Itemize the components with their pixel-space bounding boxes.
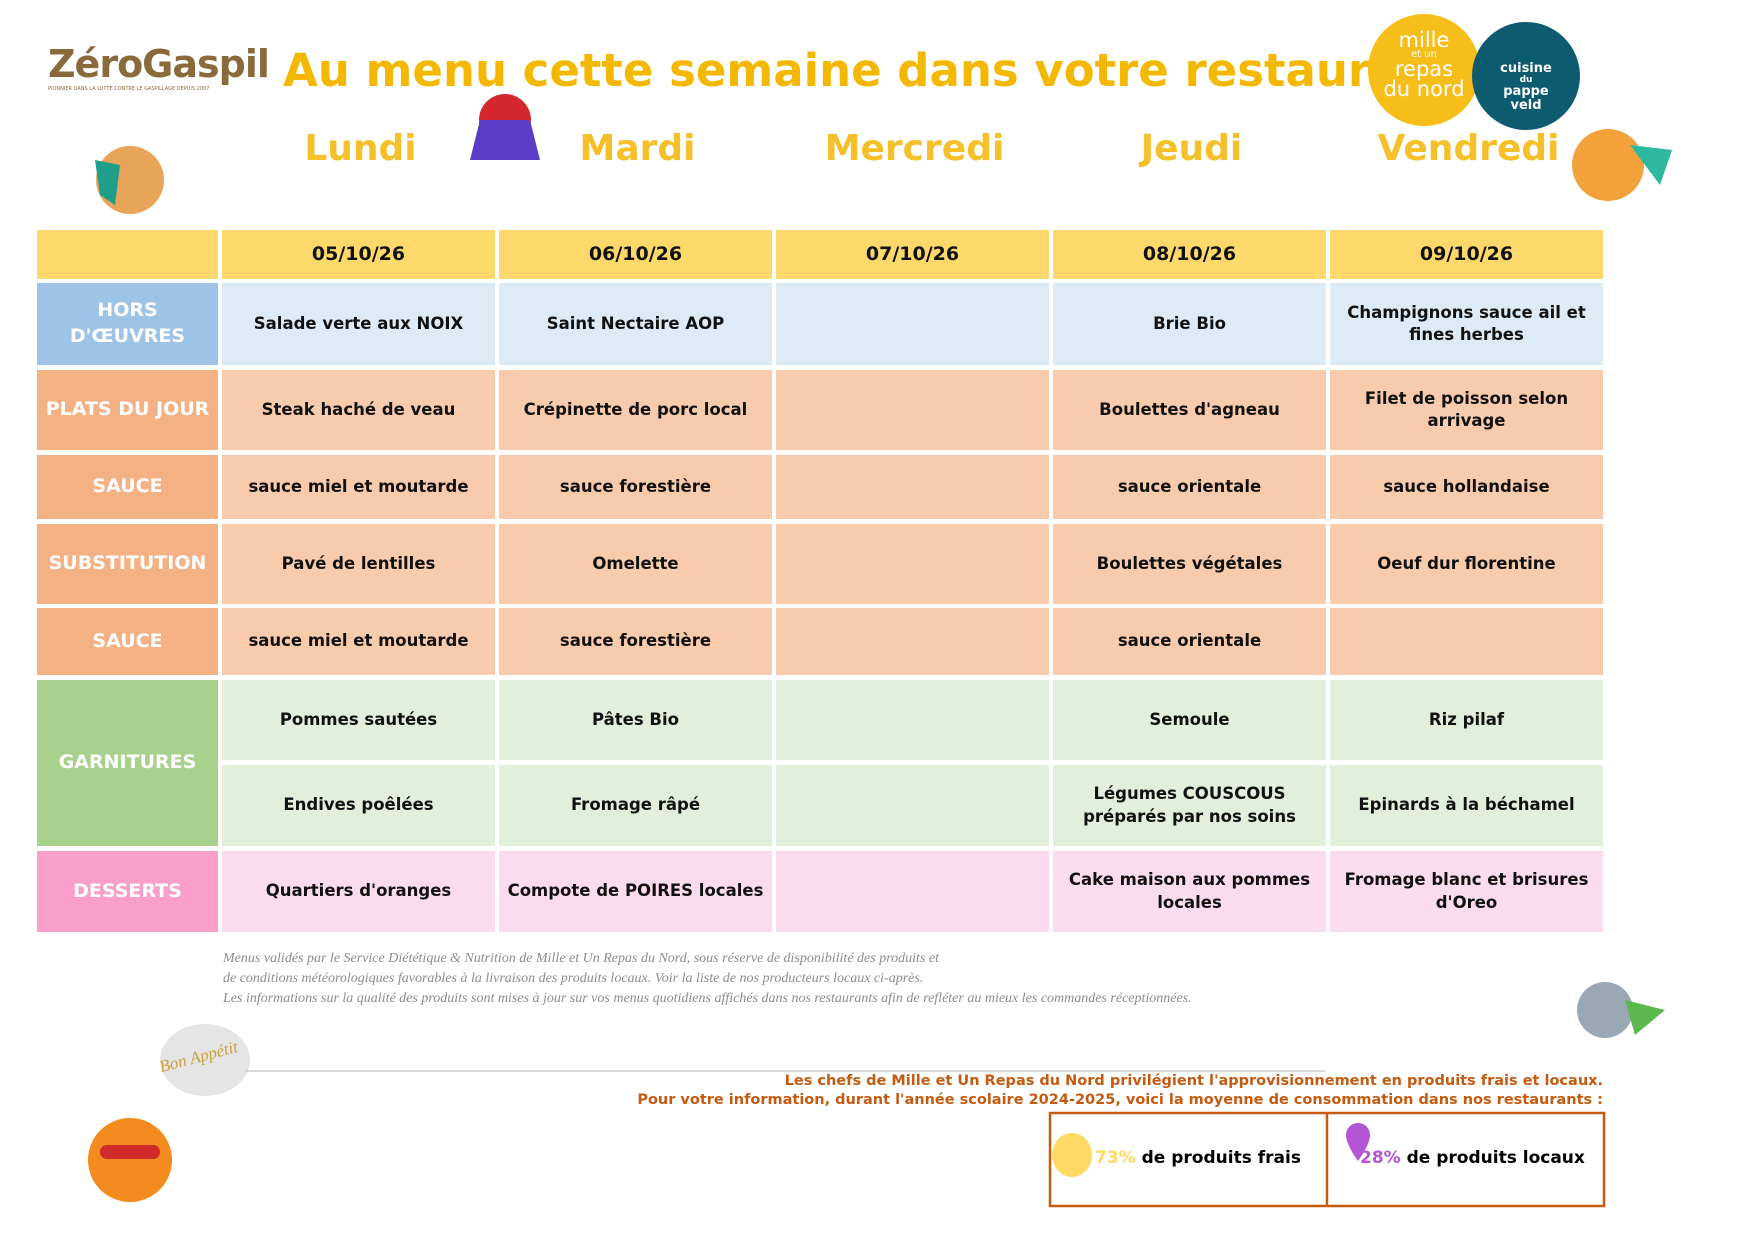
date: 08/10/26: [1053, 230, 1326, 279]
header-cell: [37, 230, 218, 279]
menu-cell: Boulettes végétales: [1053, 524, 1326, 604]
menu-cell: Boulettes d'agneau: [1053, 370, 1326, 450]
row-label: SAUCE: [37, 455, 218, 519]
menu-cell: sauce hollandaise: [1330, 455, 1603, 519]
menu-cell: [776, 283, 1049, 365]
date: 07/10/26: [776, 230, 1049, 279]
menu-cell: Endives poêlées: [222, 765, 495, 846]
stat: 73% de produits frais: [1095, 1148, 1301, 1168]
mascot-shield: [95, 160, 120, 205]
menu-cell: Fromage blanc et brisures d'Oreo: [1330, 851, 1603, 932]
logo-text: cuisine: [1500, 61, 1552, 76]
footnote: Menus validés par le Service Diététique …: [223, 951, 939, 966]
mascot-cape: [1630, 145, 1672, 185]
menu-cell: [776, 851, 1049, 932]
stat-value: 73%: [1095, 1148, 1136, 1168]
row-label: SUBSTITUTION: [37, 524, 218, 604]
menu-cell: [1330, 608, 1603, 675]
mascot-cape: [1625, 1000, 1665, 1035]
menu-cell: Pavé de lentilles: [222, 524, 495, 604]
menu-cell: [776, 680, 1049, 760]
mascot: [1577, 982, 1633, 1038]
stat-label: de produits locaux: [1406, 1148, 1585, 1168]
day-name: Lundi: [304, 128, 417, 169]
menu-cell: sauce orientale: [1053, 608, 1326, 675]
menu-cell: Saint Nectaire AOP: [499, 283, 772, 365]
day-name: Jeudi: [1140, 128, 1243, 169]
date: 09/10/26: [1330, 230, 1603, 279]
menu-cell: Légumes COUSCOUS préparés par nos soins: [1053, 765, 1326, 846]
footnote: de conditions météorologiques favorables…: [223, 971, 924, 986]
menu-cell: Cake maison aux pommes locales: [1053, 851, 1326, 932]
stat-value: 28%: [1360, 1148, 1401, 1168]
logo-text: du nord: [1383, 77, 1465, 101]
brand-logo: ZéroGaspil PIONNIER DANS LA LUTTE CONTRE…: [48, 42, 270, 92]
menu-cell: Epinards à la béchamel: [1330, 765, 1603, 846]
mascot: [88, 1118, 172, 1202]
menu-cell: sauce orientale: [1053, 455, 1326, 519]
menu-cell: Filet de poisson selon arrivage: [1330, 370, 1603, 450]
sourcing-note: Les chefs de Mille et Un Repas du Nord p…: [784, 1073, 1603, 1089]
menu-cell: Quartiers d'oranges: [222, 851, 495, 932]
logo-text: et un: [1411, 49, 1437, 60]
menu-cell: [776, 524, 1049, 604]
menu-cell: [776, 370, 1049, 450]
logo-text: du: [1519, 75, 1533, 85]
row-label: HORS D'ŒUVRES: [37, 283, 218, 365]
date: 05/10/26: [222, 230, 495, 279]
logo-text: repas: [1394, 57, 1454, 81]
logo-text: veld: [1510, 98, 1542, 113]
menu-cell: Semoule: [1053, 680, 1326, 760]
cloud: [160, 1024, 250, 1096]
menu-cell: Brie Bio: [1053, 283, 1326, 365]
day-name: Mardi: [579, 128, 696, 169]
menu-cell: [776, 608, 1049, 675]
brand: ZéroGaspil: [48, 42, 270, 86]
logo-text: pappe: [1503, 84, 1549, 99]
menu-cell: sauce forestière: [499, 455, 772, 519]
apple-icon: [1052, 1133, 1092, 1177]
menu-cell: [776, 765, 1049, 846]
menu-cell: sauce miel et moutarde: [222, 608, 495, 675]
stat: 28% de produits locaux: [1360, 1148, 1585, 1168]
day-name: Vendredi: [1377, 128, 1560, 169]
menu-cell: Steak haché de veau: [222, 370, 495, 450]
menu-cell: Omelette: [499, 524, 772, 604]
menu-cell: Crépinette de porc local: [499, 370, 772, 450]
day-name: Mercredi: [824, 128, 1005, 169]
logo-mille: mille et un repas du nord: [1368, 14, 1480, 126]
menu-cell: Salade verte aux NOIX: [222, 283, 495, 365]
menu-cell: sauce miel et moutarde: [222, 455, 495, 519]
mascot-mask: [100, 1145, 160, 1159]
date: 06/10/26: [499, 230, 772, 279]
pin-icon: [1346, 1123, 1370, 1161]
menu-cell: Pâtes Bio: [499, 680, 772, 760]
menu-cell: Champignons sauce ail et fines herbes: [1330, 283, 1603, 365]
menu-cell: Fromage râpé: [499, 765, 772, 846]
row-label: GARNITURES: [37, 680, 218, 846]
mascot: [1572, 129, 1644, 201]
stat-label: de produits frais: [1141, 1148, 1301, 1168]
mascot-cape: [470, 120, 540, 160]
menu-cell: [776, 455, 1049, 519]
sourcing-note: Pour votre information, durant l'année s…: [637, 1092, 1603, 1108]
menu-cell: sauce forestière: [499, 608, 772, 675]
row-label: DESSERTS: [37, 851, 218, 932]
row-label: SAUCE: [37, 608, 218, 675]
menu-cell: Compote de POIRES locales: [499, 851, 772, 932]
row-label: PLATS DU JOUR: [37, 370, 218, 450]
logo-text: mille: [1398, 28, 1450, 52]
menu-cell: Pommes sautées: [222, 680, 495, 760]
logo-pappe: cuisine du pappe veld: [1472, 22, 1580, 130]
footnote: Les informations sur la qualité des prod…: [223, 991, 1192, 1006]
brand-tagline: PIONNIER DANS LA LUTTE CONTRE LE GASPILL…: [48, 86, 210, 92]
title: Au menu cette semaine dans votre restaur…: [283, 44, 1455, 97]
menu-cell: Riz pilaf: [1330, 680, 1603, 760]
menu-cell: Oeuf dur florentine: [1330, 524, 1603, 604]
